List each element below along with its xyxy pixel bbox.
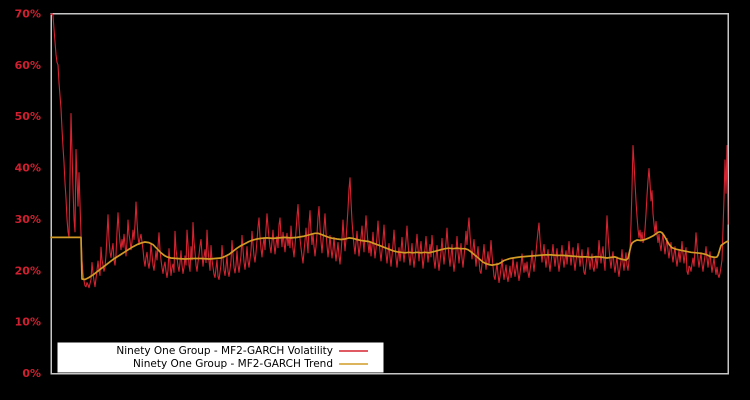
y-axis-tick-labels: 0% 10% 20% 30% 40% 50% 60% 70% [15, 8, 41, 381]
legend-label-volatility: Ninety One Group - MF2-GARCH Volatility [116, 345, 333, 357]
y-tick-label: 50% [15, 110, 41, 123]
y-tick-label: 0% [22, 367, 41, 380]
y-tick-label: 20% [15, 264, 41, 277]
y-tick-label: 10% [15, 316, 41, 329]
legend-background [57, 342, 384, 373]
y-tick-label: 60% [15, 59, 41, 72]
y-tick-label: 30% [15, 213, 41, 226]
trend-series-line [50, 230, 729, 281]
y-tick-label: 40% [15, 162, 41, 175]
y-tick-label: 70% [15, 8, 41, 21]
volatility-series-line [50, 12, 729, 289]
plot-area-border [50, 12, 729, 375]
legend-label-trend: Ninety One Group - MF2-GARCH Trend [133, 358, 333, 370]
legend: Ninety One Group - MF2-GARCH Volatility … [57, 342, 384, 373]
